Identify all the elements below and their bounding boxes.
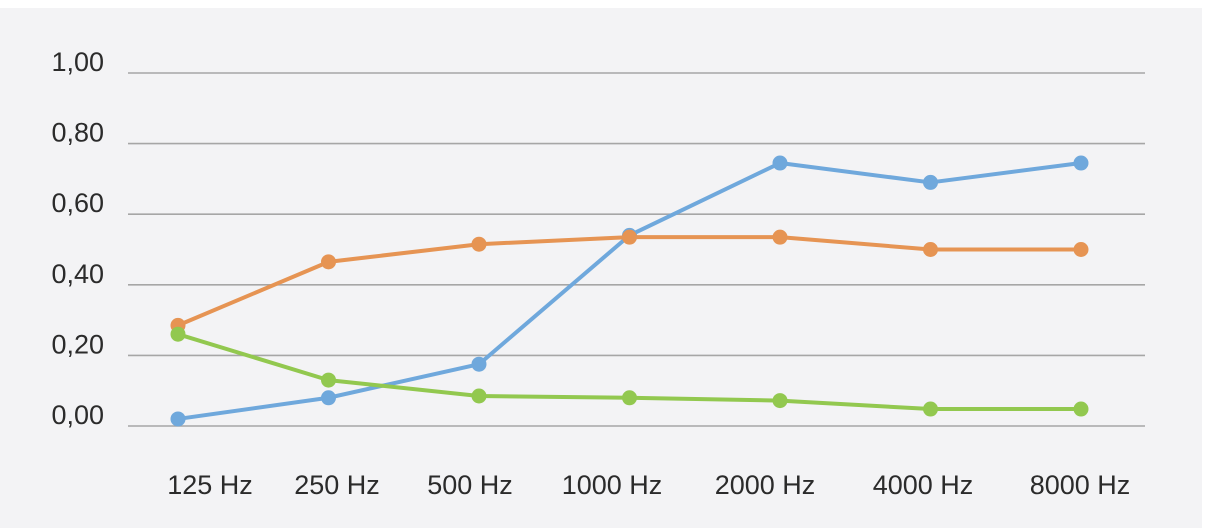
data-point-series-3 <box>1073 401 1089 417</box>
y-tick-label: 0,20 <box>51 329 104 359</box>
x-tick-label: 500 Hz <box>427 470 513 500</box>
x-tick-label: 125 Hz <box>167 470 253 500</box>
data-point-series-2 <box>471 236 487 252</box>
data-point-series-3 <box>622 390 637 406</box>
data-point-series-2 <box>923 242 938 257</box>
gridlines <box>128 72 1145 427</box>
data-point-series-1 <box>471 356 487 372</box>
y-tick-label: 0,40 <box>51 259 104 289</box>
x-tick-label: 250 Hz <box>294 470 380 500</box>
data-point-series-1 <box>1073 155 1089 171</box>
data-point-series-2 <box>622 229 637 245</box>
data-points <box>170 155 1089 427</box>
data-point-series-3 <box>170 326 186 342</box>
data-point-series-1 <box>170 411 186 427</box>
x-tick-label: 8000 Hz <box>1030 470 1131 500</box>
data-point-series-2 <box>321 254 336 270</box>
data-point-series-3 <box>321 372 336 388</box>
data-point-series-1 <box>772 155 788 171</box>
x-tick-label: 2000 Hz <box>715 470 816 500</box>
y-tick-label: 0,00 <box>51 400 104 430</box>
data-point-series-2 <box>772 229 788 245</box>
y-tick-label: 0,60 <box>51 188 104 218</box>
y-tick-label: 0,80 <box>51 118 104 148</box>
x-axis-tick-labels: 125 Hz 250 Hz 500 Hz 1000 Hz 2000 Hz 4000 Hz 8… <box>167 470 1130 500</box>
y-axis-tick-labels: 0,00 0,20 0,40 0,60 0,80 1,00 <box>51 47 104 430</box>
plot-background <box>0 8 1202 528</box>
data-point-series-3 <box>772 393 788 409</box>
data-point-series-1 <box>923 174 938 190</box>
y-tick-label: 1,00 <box>51 47 104 77</box>
data-point-series-2 <box>1073 242 1089 257</box>
data-point-series-1 <box>321 390 336 406</box>
x-tick-label: 4000 Hz <box>873 470 974 500</box>
x-tick-label: 1000 Hz <box>562 470 663 500</box>
data-point-series-3 <box>923 401 938 417</box>
data-point-series-3 <box>471 388 487 404</box>
